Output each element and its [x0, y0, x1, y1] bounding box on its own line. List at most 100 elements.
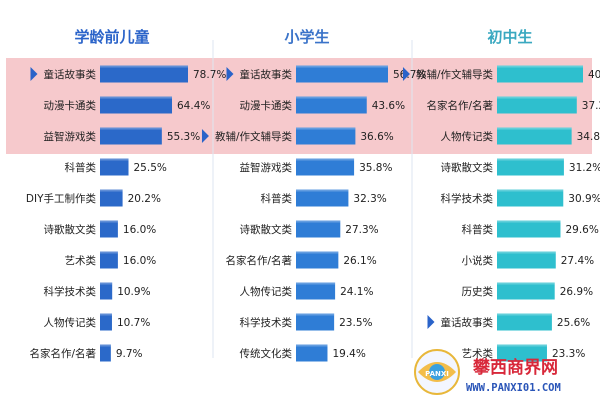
- category-label: 童话故事类: [441, 316, 494, 329]
- bar: [296, 344, 328, 362]
- panel-title: 小学生: [284, 28, 329, 46]
- bar: [497, 251, 556, 269]
- category-label: 益智游戏类: [240, 161, 293, 174]
- bar: [100, 282, 113, 300]
- bar: [497, 313, 552, 331]
- bar-shine: [100, 313, 112, 316]
- value-label: 35.8%: [359, 162, 392, 174]
- bar-shine: [100, 96, 173, 99]
- bar: [100, 65, 188, 83]
- bar: [296, 127, 356, 145]
- bar-shine: [497, 65, 583, 68]
- bar-shine: [296, 65, 388, 68]
- bar-shine: [497, 220, 561, 223]
- bar: [497, 189, 564, 207]
- bar-shine: [100, 189, 123, 192]
- bar-shine: [497, 127, 572, 130]
- category-label: 人物传记类: [44, 316, 97, 329]
- value-label: 20.2%: [128, 193, 161, 205]
- value-label: 23.5%: [339, 317, 372, 329]
- bar: [296, 282, 336, 300]
- value-label: 10.7%: [117, 317, 150, 329]
- value-label: 16.0%: [123, 224, 156, 236]
- bar-shine: [100, 251, 118, 254]
- category-label: 历史类: [462, 285, 494, 298]
- bar: [497, 344, 547, 362]
- bar-shine: [100, 158, 129, 161]
- bar: [296, 220, 341, 238]
- category-label: 动漫卡通类: [240, 99, 293, 112]
- value-label: 34.8%: [577, 131, 600, 143]
- bar-shine: [296, 189, 349, 192]
- bar-shine: [497, 344, 547, 347]
- bar: [497, 96, 577, 114]
- bar-shine: [296, 220, 341, 223]
- category-label: 教辅/作文辅导类: [215, 130, 293, 143]
- value-label: 25.5%: [134, 162, 167, 174]
- value-label: 25.6%: [557, 317, 590, 329]
- category-label: 动漫卡通类: [44, 99, 97, 112]
- bar: [296, 313, 335, 331]
- category-label: 名家名作/名著: [426, 99, 493, 112]
- category-label: 童话故事类: [44, 68, 97, 81]
- value-label: 37.2%: [582, 100, 600, 112]
- bar-shine: [497, 313, 552, 316]
- bar: [100, 96, 173, 114]
- category-label: 名家名作/名著: [29, 347, 96, 360]
- bar: [497, 158, 564, 176]
- globe-logo-icon: PANXI: [414, 349, 460, 395]
- bar-shine: [100, 220, 118, 223]
- category-label: DIY手工制作类: [26, 192, 97, 205]
- category-label: 诗歌散文类: [44, 223, 97, 236]
- value-label: 23.3%: [552, 348, 585, 360]
- bar-shine: [296, 96, 367, 99]
- bar-shine: [296, 313, 335, 316]
- value-label: 26.1%: [343, 255, 376, 267]
- category-label: 艺术类: [462, 347, 494, 360]
- category-label: 名家名作/名著: [225, 254, 292, 267]
- category-label: 诗歌散文类: [240, 223, 293, 236]
- category-label: 科普类: [462, 223, 494, 236]
- bar-shine: [100, 344, 111, 347]
- category-label: 科学技术类: [441, 192, 494, 205]
- marker-arrow-icon: [402, 67, 410, 81]
- bar: [296, 158, 355, 176]
- category-label: 童话故事类: [240, 68, 293, 81]
- bar: [296, 189, 349, 207]
- value-label: 43.6%: [372, 100, 405, 112]
- category-label: 人物传记类: [240, 285, 293, 298]
- bar-shine: [497, 251, 556, 254]
- bar-shine: [497, 282, 555, 285]
- marker-arrow-icon: [30, 67, 38, 81]
- bar-shine: [100, 127, 162, 130]
- bar-shine: [296, 158, 355, 161]
- bar: [100, 344, 111, 362]
- bar: [100, 127, 162, 145]
- panel-title: 学龄前儿童: [74, 28, 149, 46]
- category-label: 人物传记类: [441, 130, 494, 143]
- bar: [296, 65, 388, 83]
- category-label: 科普类: [65, 161, 97, 174]
- category-label: 艺术类: [65, 254, 97, 267]
- value-label: 56.7%: [393, 69, 426, 81]
- bar: [100, 189, 123, 207]
- value-label: 19.4%: [332, 348, 365, 360]
- bar-shine: [100, 282, 113, 285]
- value-label: 30.9%: [568, 193, 600, 205]
- value-label: 31.2%: [569, 162, 600, 174]
- marker-arrow-icon: [427, 315, 435, 329]
- category-label: 诗歌散文类: [441, 161, 494, 174]
- bar-shine: [100, 65, 188, 68]
- watermark-site-name: 攀西商界网: [472, 357, 558, 378]
- panel-title: 初中生: [487, 28, 532, 46]
- category-label: 科普类: [261, 192, 293, 205]
- bar: [497, 282, 555, 300]
- value-label: 32.3%: [353, 193, 386, 205]
- value-label: 78.7%: [193, 69, 226, 81]
- bar: [296, 96, 367, 114]
- category-label: 传统文化类: [240, 347, 293, 360]
